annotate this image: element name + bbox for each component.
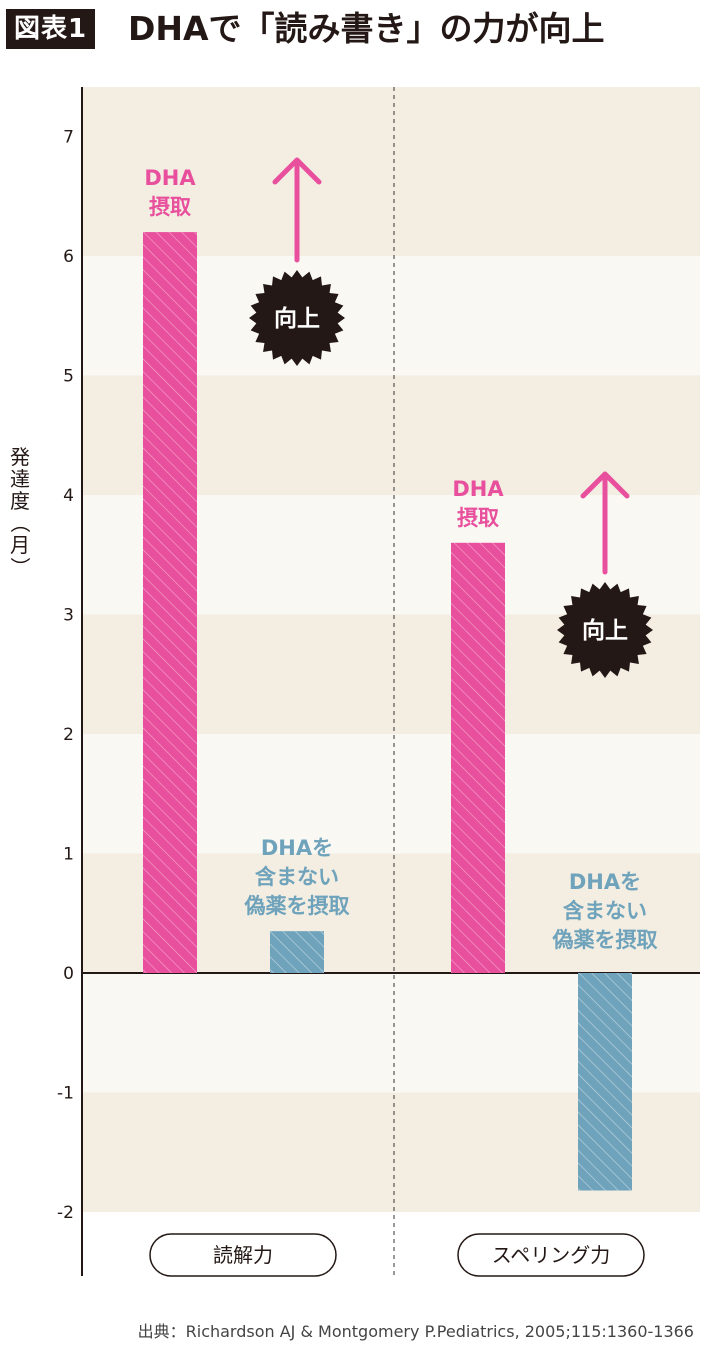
series-label: DHAを含まない偽薬を摂取 [244,836,350,918]
series-label: DHA 摂取 [452,477,504,530]
up-arrow-head [272,157,322,185]
series-label-line: 含まない [563,899,647,923]
starburst-badge [249,270,345,366]
category-text: 読解力 [213,1243,273,1267]
series-label-line: 摂取 [149,195,191,219]
y-tick-label: 1 [63,845,74,865]
y-axis-label-char: 月 [10,533,30,557]
bar-hatch [143,232,197,974]
category-label: スペリング力 [457,1233,645,1277]
y-tick-label: -2 [57,1203,74,1223]
series-label-line: DHA [452,477,504,501]
y-tick-label: 5 [63,367,74,387]
source-note: 出典：Richardson AJ & Montgomery P.Pediatri… [137,1322,694,1341]
bar-hatch [451,542,505,973]
series-label-line: DHAを [569,870,641,894]
dha-bar [451,542,505,973]
y-tick-label: 0 [63,964,74,984]
series-label-line: DHA [144,166,196,190]
y-tick-label: 4 [63,486,74,506]
y-tick-label: 6 [63,247,74,267]
y-axis-label-char: 発 [10,445,30,469]
figure-label: 図表1 [6,9,96,49]
band-top [82,87,700,137]
improvement-annotation: 向上 [249,157,345,366]
series-label-line: 偽薬を摂取 [552,928,658,952]
y-tick-label: 2 [63,725,74,745]
series-label: DHA 摂取 [144,166,196,219]
chart-title: DHAで「読み書き」の力が向上 [128,9,605,48]
y-axis-label-paren: ） [8,557,32,577]
category-pill [457,1233,645,1277]
category-text: スペリング力 [492,1243,611,1267]
series-label-line: DHAを [261,836,333,860]
chart-header: 図表1 DHAで「読み書き」の力が向上 [0,0,710,70]
y-axis-label-paren: （ [8,513,32,533]
category-pill [149,1233,337,1277]
bar-hatch [578,973,632,1191]
y-axis-label-char: 達 [10,467,30,491]
y-tick-label: 7 [63,128,74,148]
y-tick-label: 3 [63,606,74,626]
y-axis-label: 発達度月 [10,445,30,557]
placebo-bar [578,973,632,1191]
bar-hatch [270,931,324,973]
series-label: DHAを含まない偽薬を摂取 [552,870,658,952]
series-label-line: 含まない [255,865,339,889]
up-arrow-head [580,471,630,499]
dha-bar [143,232,197,974]
placebo-bar [270,931,324,973]
badge-label: 向上 [582,617,628,644]
y-axis-label-char: 度 [10,489,30,513]
badge-label: 向上 [274,305,320,332]
improvement-annotation: 向上 [557,471,653,678]
starburst-badge [557,582,653,678]
category-label: 読解力 [149,1233,337,1277]
series-label-line: 偽薬を摂取 [244,894,350,918]
series-label-line: 摂取 [457,506,499,530]
y-tick-label: -1 [57,1084,74,1104]
